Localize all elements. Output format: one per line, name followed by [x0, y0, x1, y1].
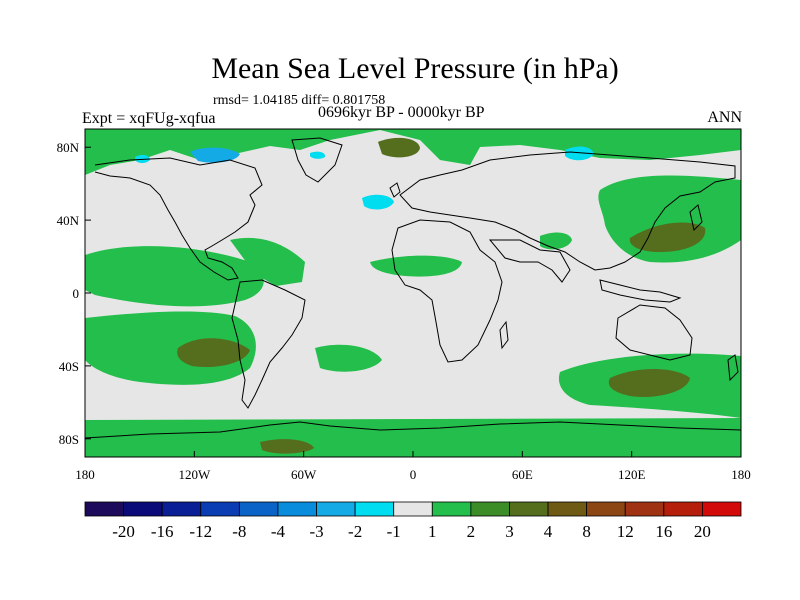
lon-tick-label: 0	[410, 467, 417, 482]
colorbar-label: 3	[505, 522, 514, 541]
experiment-label: Expt = xqFUg-xqfua	[82, 110, 216, 127]
lon-tick-label: 60W	[291, 467, 317, 482]
lon-tick-label: 180	[731, 467, 751, 482]
lon-tick-label: 120W	[178, 467, 211, 482]
season-label: ANN	[707, 109, 742, 126]
colorbar-swatch	[238, 501, 279, 517]
colorbar-swatch	[393, 501, 433, 517]
colorbar-swatch	[277, 501, 317, 517]
lat-tick-label: 40N	[57, 213, 80, 228]
negative-anomaly-regions	[135, 146, 594, 210]
colorbar-swatch	[586, 501, 626, 517]
colorbar-label: 1	[428, 522, 437, 541]
colorbar-swatch	[663, 501, 703, 517]
colorbar-label: -4	[271, 522, 286, 541]
colorbar-label: 12	[617, 522, 634, 541]
colorbar-swatch	[431, 501, 472, 517]
colorbar-label: 4	[544, 522, 553, 541]
colorbar-label: -3	[309, 522, 323, 541]
longitude-axis: 180 120W 60W 0 60E 120E 180	[75, 451, 751, 482]
coastlines	[85, 137, 741, 439]
strong-positive-regions	[177, 137, 706, 454]
lat-tick-label: 0	[73, 286, 80, 301]
colorbar-swatch	[316, 501, 356, 517]
colorbar-swatch	[84, 501, 124, 517]
colorbar-label: -20	[112, 522, 135, 541]
colorbar-label: -16	[151, 522, 174, 541]
colorbar-swatch	[161, 501, 202, 517]
colorbar-swatch	[509, 501, 549, 517]
colorbar-swatch	[624, 501, 665, 517]
colorbar-label: 2	[467, 522, 476, 541]
lat-tick-label: 80S	[59, 432, 79, 447]
page-title: Mean Sea Level Pressure (in hPa)	[211, 52, 619, 85]
colorbar-label: 20	[694, 522, 711, 541]
lon-tick-label: 180	[75, 467, 95, 482]
lon-tick-label: 60E	[512, 467, 533, 482]
latitude-axis: 80N 40N 0 40S 80S	[57, 140, 91, 447]
stats-text: rmsd= 1.04185 diff= 0.801758	[213, 93, 386, 108]
colorbar-label: 16	[655, 522, 672, 541]
colorbar-label: -1	[387, 522, 401, 541]
colorbar: -20 -16 -12 -8 -4 -3 -2 -1 1 2 3 4 8 12 16 20	[84, 501, 742, 541]
colorbar-swatch	[702, 501, 742, 517]
period-label: 0696kyr BP - 0000kyr BP	[318, 104, 485, 121]
colorbar-swatch	[123, 501, 163, 517]
colorbar-swatch	[354, 501, 395, 517]
strong-negative-regions	[190, 147, 240, 163]
lon-tick-label: 120E	[618, 467, 646, 482]
colorbar-label: -2	[348, 522, 362, 541]
colorbar-label: 8	[582, 522, 591, 541]
lat-tick-label: 40S	[59, 359, 79, 374]
colorbar-label: -8	[232, 522, 246, 541]
lat-tick-label: 80N	[57, 140, 80, 155]
colorbar-label: -12	[189, 522, 212, 541]
colorbar-swatch	[547, 501, 588, 517]
map-plot-area	[85, 129, 741, 457]
colorbar-swatch	[470, 501, 510, 517]
colorbar-swatch	[200, 501, 240, 517]
